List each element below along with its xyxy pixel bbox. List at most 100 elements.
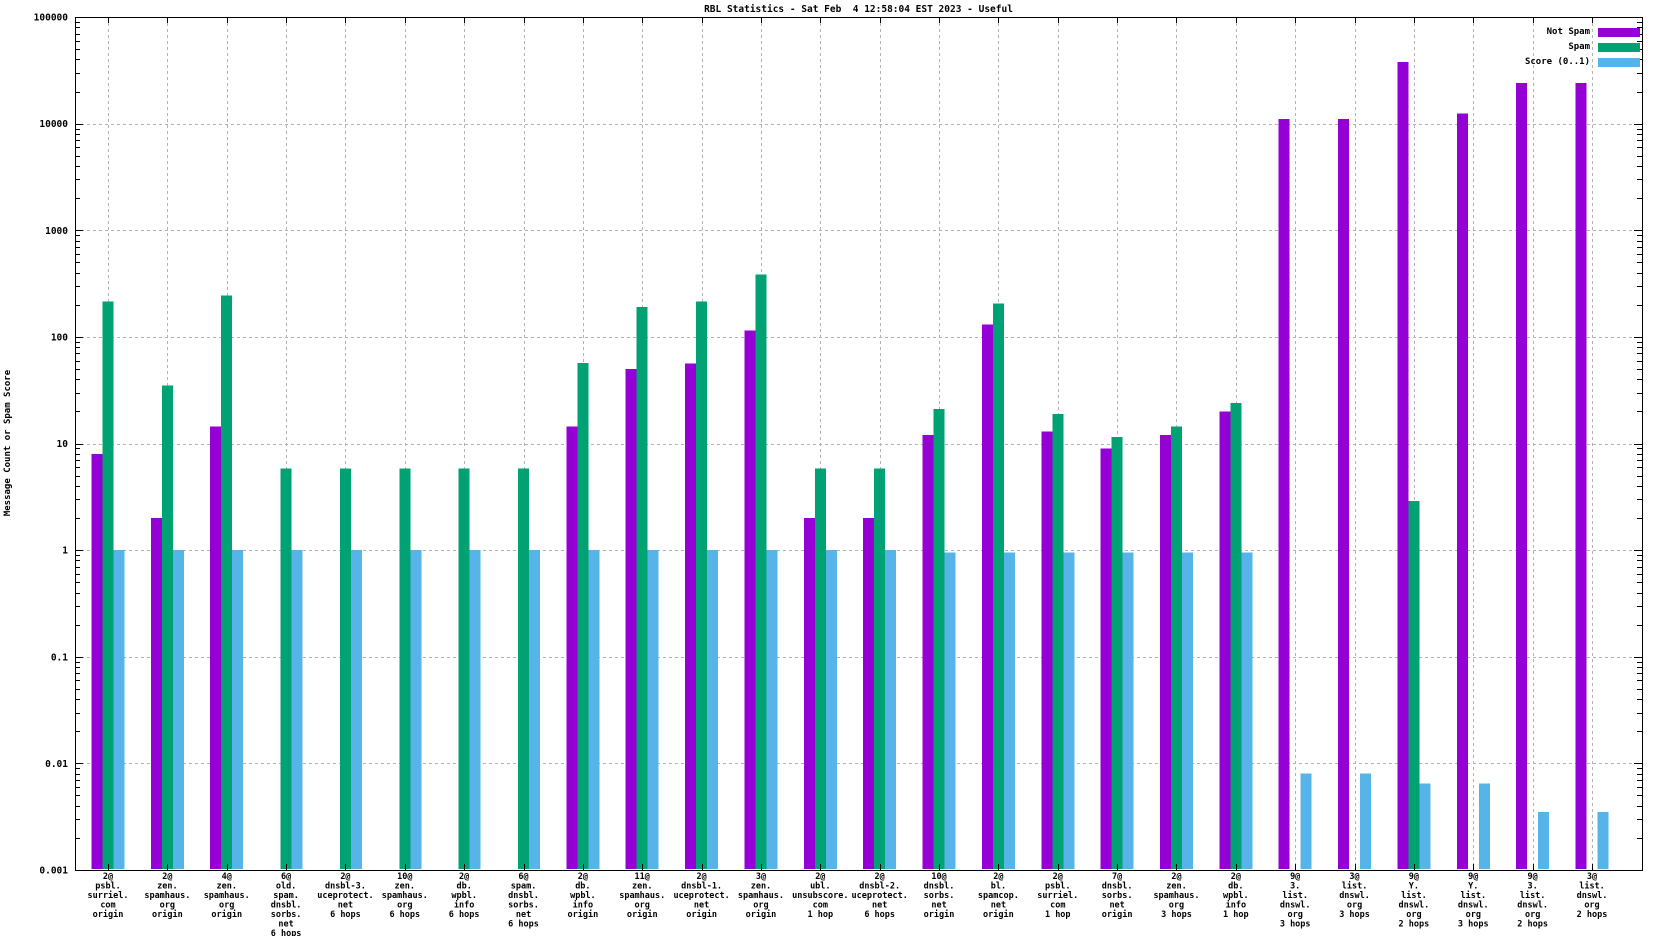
bar-not-spam-0 [91,453,103,869]
x-tick-label: 2@ db. wpbl. info 6 hops [449,872,480,920]
bar-not-spam-13 [863,518,875,869]
bar-not-spam-25 [1575,83,1587,870]
x-tick-label: 3@ list. dnswl. org 2 hops [1577,872,1608,920]
legend-item-spam: Spam [1525,42,1640,52]
legend-label-not-spam: Not Spam [1546,27,1590,37]
bar-not-spam-23 [1456,113,1468,870]
bar-spam-7 [518,468,529,869]
bar-score-0-1-9 [647,550,659,869]
legend-label-score: Score (0..1) [1524,57,1590,67]
x-tick-label: 10@ zen. spamhaus. org 6 hops [382,872,428,920]
bar-score-0-1-3 [291,550,303,869]
bar-spam-12 [814,468,826,869]
legend-label-spam: Spam [1568,42,1590,52]
bar-not-spam-24 [1516,83,1528,870]
bar-score-0-1-2 [232,550,244,869]
bar-spam-0 [102,301,114,869]
x-tick-label: 9@ Y. list. dnswl. org 2 hops [1399,872,1430,930]
bar-spam-8 [577,362,589,869]
x-tick-label: 2@ db. wpbl. info 1 hop [1223,872,1249,920]
bar-spam-4 [339,468,351,869]
bar-not-spam-15 [981,324,993,869]
bar-score-0-1-7 [529,550,540,869]
bar-score-0-1-16 [1063,552,1075,869]
bar-spam-18 [1171,426,1182,869]
legend-swatch-spam [1598,42,1640,52]
x-tick-label: 2@ psbl. surriel. com origin [88,872,129,920]
bar-score-0-1-15 [1003,552,1015,869]
bar-not-spam-10 [685,363,697,869]
bar-not-spam-14 [922,435,934,869]
bar-not-spam-20 [1278,119,1290,869]
bar-spam-2 [221,295,233,869]
x-tick-label: 3@ list. dnswl. org 3 hops [1339,872,1370,920]
x-tick-label: 4@ zen. spamhaus. org origin [204,872,250,920]
bar-score-0-1-5 [410,550,422,869]
y-tick-label: 0.001 [39,866,68,877]
bar-spam-6 [458,468,470,869]
bar-score-0-1-13 [885,550,897,869]
legend-item-not-spam: Not Spam [1525,27,1640,37]
bar-not-spam-22 [1397,61,1409,870]
chart-legend: Not Spam Spam Score (0..1) [1525,27,1640,67]
y-tick-label: 10 [57,439,69,450]
bar-score-0-1-19 [1241,552,1253,869]
x-tick-label: 2@ zen. spamhaus. org origin [144,872,190,920]
bar-score-0-1-6 [469,550,481,869]
bar-score-0-1-22 [1419,783,1431,869]
bar-spam-11 [755,274,767,869]
bar-not-spam-21 [1338,119,1350,869]
x-tick-label: 2@ dnsbl-2. uceprotect. net 6 hops [852,872,908,920]
x-tick-label: 2@ dnsbl-1. uceprotect. net origin [673,872,729,920]
legend-swatch-not-spam [1598,27,1640,37]
legend-item-score: Score (0..1) [1525,57,1640,67]
bar-not-spam-8 [566,426,578,869]
bar-score-0-1-17 [1122,552,1134,869]
x-tick-label: 2@ bl. spamcop. net origin [978,872,1019,920]
y-tick-label: 100 [51,332,68,343]
x-tick-label: 6@ spam. dnsbl. sorbs. net 6 hops [508,872,539,930]
bar-not-spam-9 [625,369,637,869]
bar-score-0-1-25 [1597,812,1609,869]
bar-spam-5 [399,468,411,869]
bar-score-0-1-21 [1360,773,1372,869]
bar-spam-14 [933,409,945,869]
bar-not-spam-11 [744,330,756,869]
bar-spam-9 [636,307,648,869]
x-tick-label: 3@ zen. spamhaus. org origin [738,872,784,920]
bar-score-0-1-18 [1182,552,1193,869]
bar-score-0-1-0 [113,550,125,869]
x-tick-label: 9@ 3. list. dnswl. org 3 hops [1280,872,1311,930]
chart-title: RBL Statistics - Sat Feb 4 12:58:04 EST … [704,4,1013,15]
bar-spam-22 [1408,500,1420,869]
bar-not-spam-16 [1041,431,1053,869]
x-tick-label: 2@ zen. spamhaus. org 3 hops [1153,872,1199,920]
bar-not-spam-18 [1160,435,1171,869]
bar-score-0-1-10 [707,550,719,869]
bar-score-0-1-11 [766,550,778,869]
bar-score-0-1-20 [1300,773,1312,869]
y-tick-label: 0.01 [45,759,68,770]
y-tick-label: 1000 [45,226,68,237]
bar-not-spam-19 [1219,411,1231,869]
bar-spam-3 [280,468,292,869]
bar-not-spam-1 [150,518,162,869]
bar-spam-16 [1052,413,1064,869]
y-tick-label: 100000 [34,13,69,24]
y-tick-label: 0.1 [51,652,68,663]
bar-spam-1 [161,385,173,869]
bar-not-spam-12 [803,518,815,869]
bar-score-0-1-12 [825,550,837,869]
bar-score-0-1-14 [944,552,956,869]
x-tick-label: 7@ dnsbl. sorbs. net origin [1102,872,1133,920]
bar-spam-10 [696,301,708,869]
bar-spam-15 [992,303,1004,870]
bar-spam-17 [1111,437,1123,869]
bar-score-0-1-4 [350,550,362,869]
y-axis-label: Message Count or Spam Score [3,369,13,517]
bar-score-0-1-1 [172,550,184,869]
bar-not-spam-17 [1100,448,1112,869]
legend-swatch-score [1598,57,1640,67]
